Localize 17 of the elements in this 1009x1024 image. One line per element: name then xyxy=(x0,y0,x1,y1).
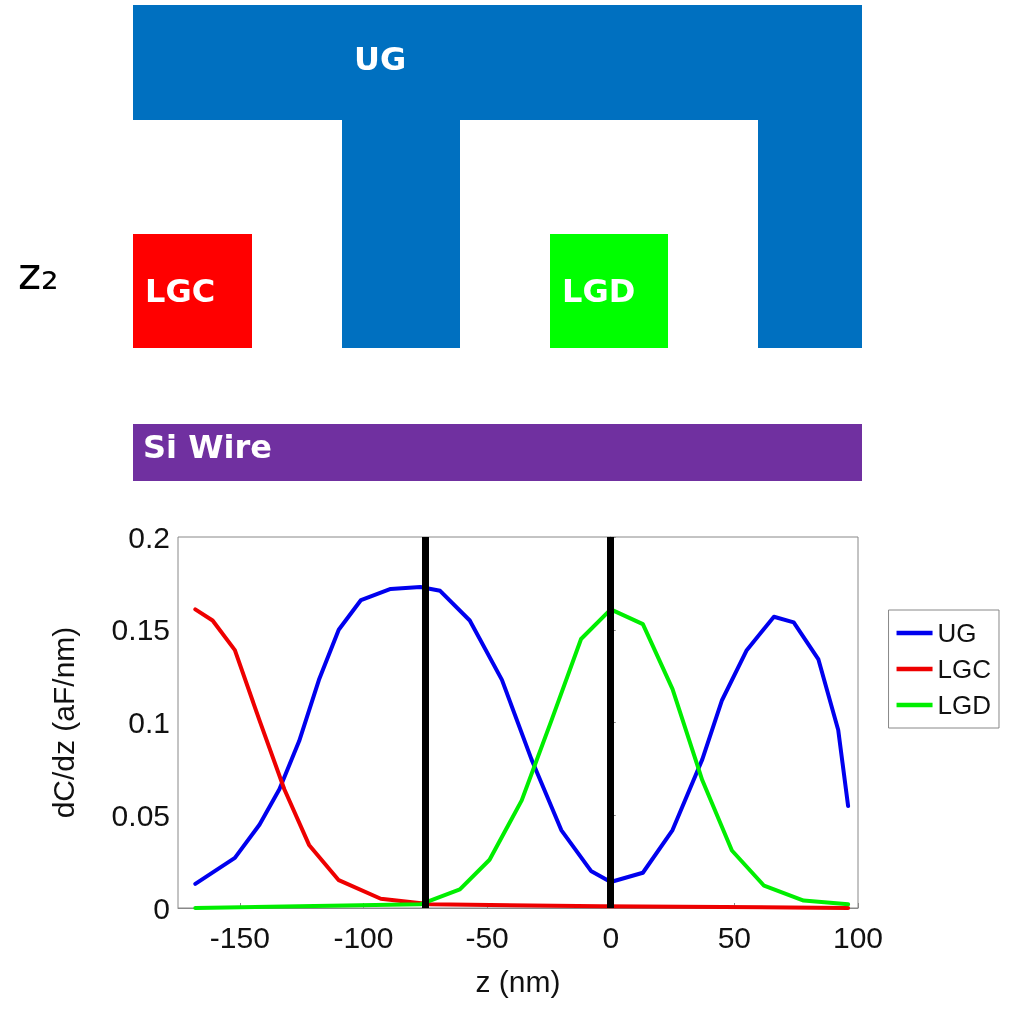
legend-label: LGC xyxy=(937,654,992,684)
x-tick-label: -100 xyxy=(333,920,394,954)
legend-label: UG xyxy=(937,618,977,648)
x-tick-label: 100 xyxy=(832,920,884,954)
x-tick-label: 0 xyxy=(602,920,620,954)
y-axis-title: dC/dz (aF/nm) xyxy=(46,626,80,819)
y-tick-label: 0.15 xyxy=(111,613,170,647)
gate-schematic: UG LGC LGD Si Wire z₂ xyxy=(0,0,1009,490)
x-tick-label: -50 xyxy=(465,920,509,954)
x-axis-title: z (nm) xyxy=(475,964,561,998)
x-tick-label: 50 xyxy=(717,920,752,954)
y-tick-label: 0.1 xyxy=(128,706,170,739)
y-tick-label: 0.2 xyxy=(128,520,170,554)
legend-label: LGD xyxy=(937,690,992,720)
x-tick-label: -150 xyxy=(209,920,270,954)
y-tick-label: 0.05 xyxy=(111,798,170,832)
y-tick-label: 0 xyxy=(153,891,170,925)
